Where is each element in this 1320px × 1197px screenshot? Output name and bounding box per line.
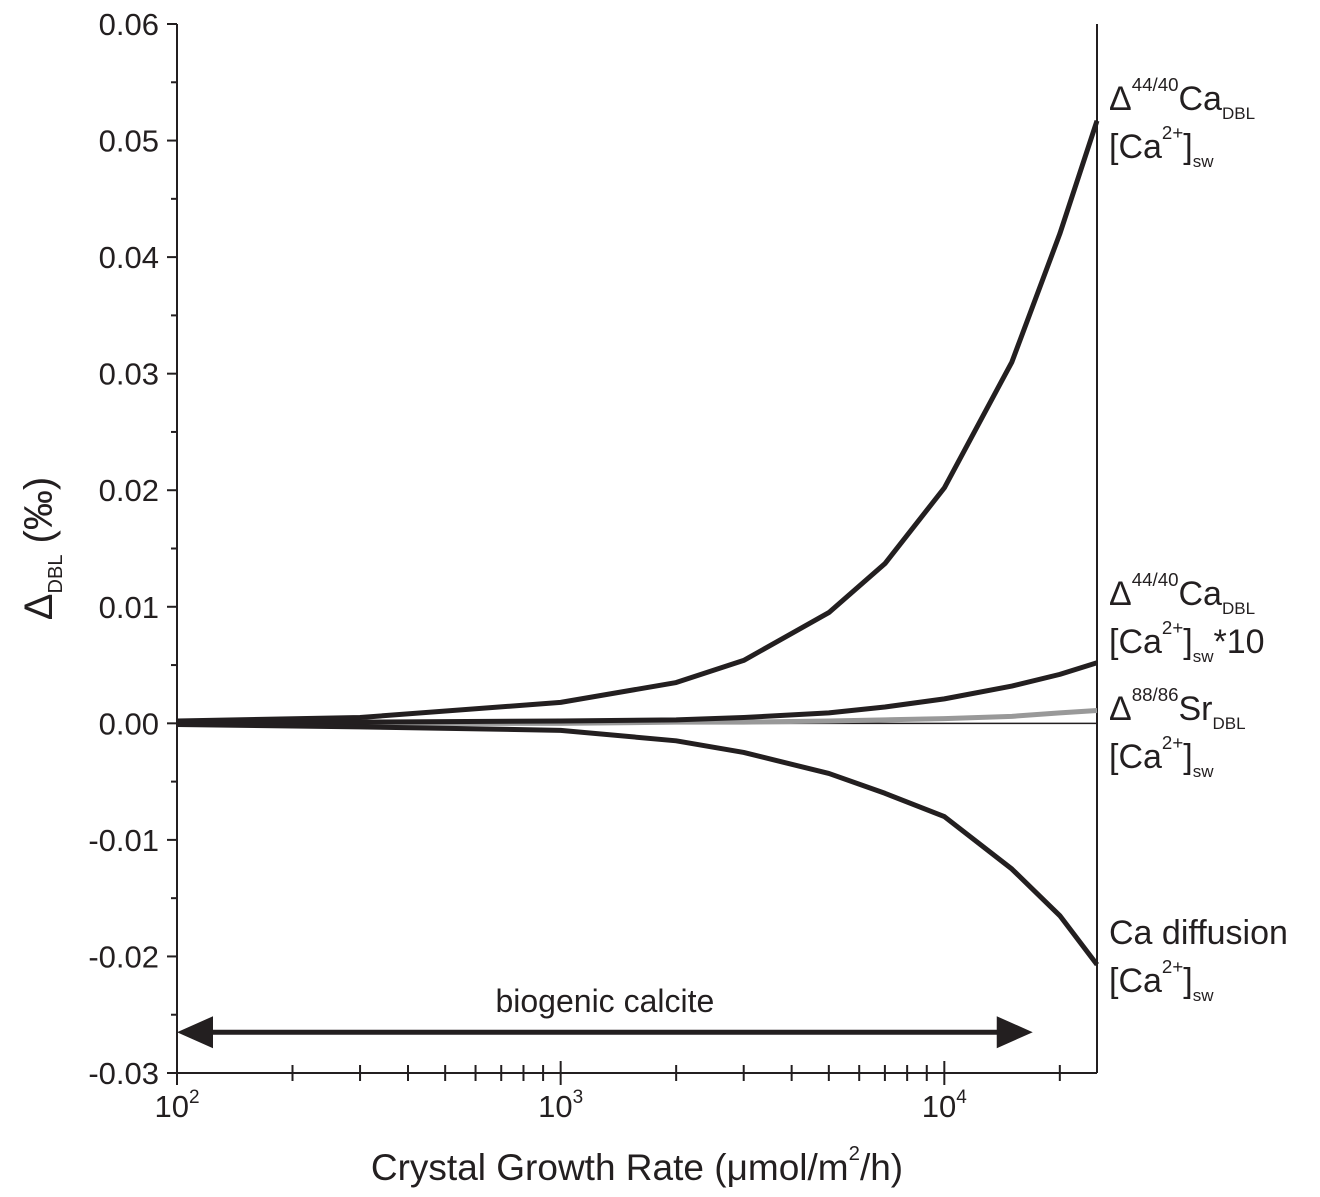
y-tick-label: 0.03 (99, 357, 159, 392)
y-tick-label: 0.01 (99, 590, 159, 625)
superscript: 2+ (1162, 122, 1183, 143)
y-tick-label: 0.06 (99, 7, 159, 42)
text-part: Ca diffusion (1109, 914, 1288, 952)
subscript: sw (1193, 762, 1215, 781)
text-part: (‰) (17, 477, 61, 555)
y-tick-label: 0.02 (99, 473, 159, 508)
y-tick-label: -0.02 (88, 939, 159, 974)
y-tick-label: 0.04 (99, 240, 159, 275)
text-part: Ca (1178, 80, 1222, 118)
tick-exponent: 2 (189, 1087, 200, 1108)
series-label: [Ca2+]sw (1109, 732, 1214, 780)
subscript: DBL (1222, 599, 1255, 618)
text-part: ] (1183, 128, 1192, 166)
tick-base: 10 (922, 1089, 956, 1124)
subscript: DBL (1222, 104, 1255, 123)
series-line (177, 660, 1098, 725)
superscript: 44/40 (1132, 74, 1179, 95)
superscript: 44/40 (1132, 569, 1179, 590)
text-part: [Ca (1109, 738, 1162, 776)
text-part: [Ca (1109, 623, 1162, 661)
superscript: 2+ (1162, 956, 1183, 977)
text-part: Crystal Growth Rate (μmol/m (371, 1147, 849, 1188)
series-label: [Ca2+]sw*10 (1109, 617, 1265, 665)
series-line (176, 119, 1100, 724)
x-tick-label: 103 (538, 1087, 583, 1124)
text-part: ] (1183, 623, 1192, 661)
tick-base: 10 (538, 1089, 572, 1124)
annotation-label: biogenic calcite (495, 983, 714, 1019)
subscript: DBL (1212, 714, 1245, 733)
text-part: Δ (1109, 80, 1132, 118)
arrow-head (177, 1016, 213, 1049)
y-tick-label: 0.00 (99, 706, 159, 741)
y-axis-label: ΔDBL (‰) (17, 477, 67, 620)
text-part: ] (1183, 962, 1192, 1000)
x-tick-label: 102 (154, 1087, 199, 1124)
y-tick-label: 0.05 (99, 124, 159, 159)
text-part: [Ca (1109, 962, 1162, 1000)
superscript: 2+ (1162, 617, 1183, 638)
series-label: Δ44/40CaDBL (1109, 74, 1255, 122)
text-part: Sr (1178, 690, 1212, 728)
text-part: Δ (1109, 690, 1132, 728)
x-axis-label: Crystal Growth Rate (μmol/m2/h) (371, 1143, 903, 1188)
subscript: sw (1193, 152, 1215, 171)
arrow-head (996, 1016, 1033, 1049)
superscript: 2+ (1162, 732, 1183, 753)
text-part: ] (1183, 738, 1192, 776)
text-part: /h) (860, 1147, 903, 1188)
text-part: Δ (1109, 575, 1132, 613)
series-label: Ca diffusion (1109, 914, 1288, 952)
text-part: Δ (17, 593, 61, 620)
subscript: sw (1193, 986, 1215, 1005)
tick-exponent: 4 (956, 1087, 967, 1108)
tick-exponent: 3 (573, 1087, 584, 1108)
series-line (176, 722, 1099, 967)
subscript: DBL (45, 555, 67, 594)
superscript: 2 (849, 1143, 860, 1165)
text-part: Ca (1178, 575, 1222, 613)
superscript: 88/86 (1132, 684, 1179, 705)
series-label: [Ca2+]sw (1109, 122, 1214, 170)
x-tick-label: 104 (922, 1087, 967, 1124)
series-label: [Ca2+]sw (1109, 956, 1214, 1004)
series-label: Δ44/40CaDBL (1109, 569, 1255, 617)
y-tick-label: -0.03 (88, 1056, 159, 1091)
series-label: Δ88/86SrDBL (1109, 684, 1246, 732)
text-part: *10 (1213, 623, 1264, 661)
subscript: sw (1193, 647, 1215, 666)
y-tick-label: -0.01 (88, 823, 159, 858)
text-part: [Ca (1109, 128, 1162, 166)
tick-base: 10 (154, 1089, 188, 1124)
